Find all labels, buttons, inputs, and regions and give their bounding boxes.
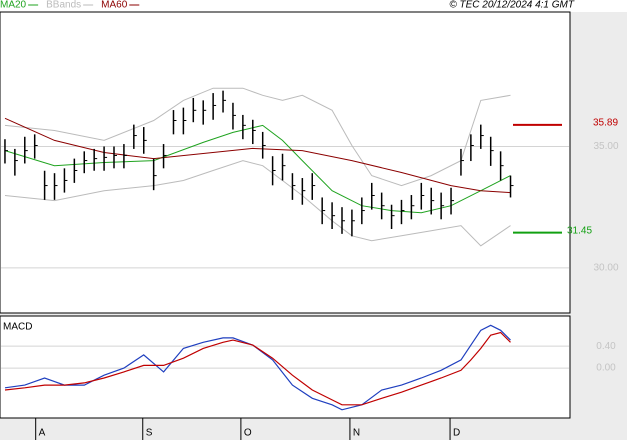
panel-title: MACD	[3, 322, 32, 333]
x-tick-label: A	[39, 428, 46, 439]
y-tick-label: 0.40	[596, 341, 616, 352]
y-tick-label: 35.00	[593, 141, 618, 152]
caption: © TEC 20/12/2024 4:1 GMT	[449, 0, 575, 11]
macd-line	[4, 331, 511, 406]
level-label: 31.45	[567, 225, 592, 236]
macd-panel	[0, 315, 571, 419]
x-tick-label: N	[353, 428, 360, 439]
y-tick-label: 30.00	[593, 262, 618, 273]
indicator-line	[4, 87, 511, 187]
level-label: 35.89	[593, 118, 618, 129]
x-tick-label: O	[244, 428, 252, 439]
legend-label: MA20	[0, 0, 27, 11]
macd-line	[4, 324, 511, 411]
header-strip	[0, 0, 627, 12]
legend-label: BBands	[46, 0, 81, 11]
y-tick-label: 0.00	[596, 363, 616, 374]
x-tick-label: S	[146, 428, 153, 439]
indicator-line	[4, 117, 511, 194]
price-panel	[0, 11, 571, 314]
legend-label: MA60	[101, 0, 128, 11]
x-tick-label: D	[453, 428, 460, 439]
